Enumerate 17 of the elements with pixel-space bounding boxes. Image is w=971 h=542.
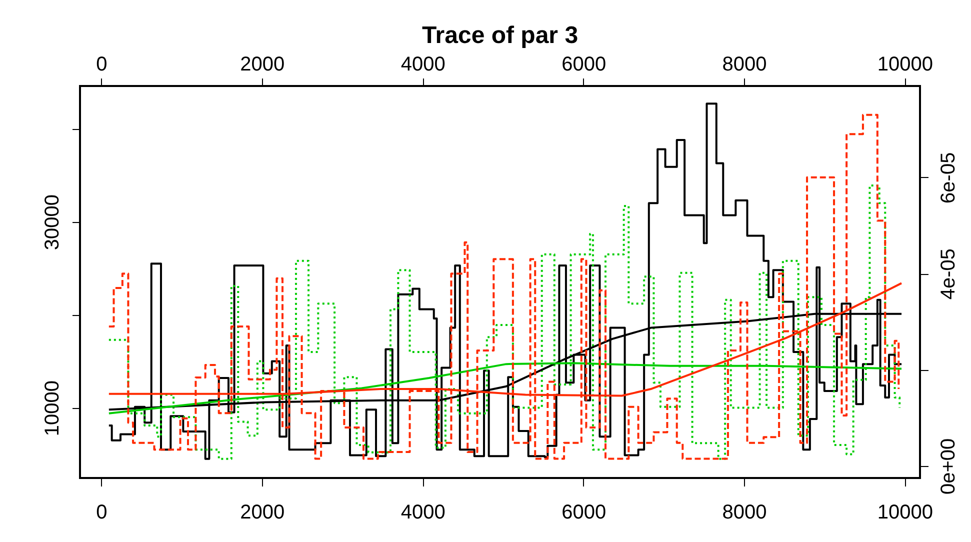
y2-tick-label: 6e-05 <box>938 152 960 204</box>
x2-tick-label: 6000 <box>562 502 606 524</box>
x-tick-label: 2000 <box>240 54 285 76</box>
x2-tick-label: 0 <box>96 502 108 524</box>
x-tick-label: 4000 <box>400 54 446 76</box>
chart-title: Trace of par 3 <box>422 22 578 49</box>
y-tick-label: 30000 <box>42 194 64 250</box>
x2-tick-label: 8000 <box>722 502 767 524</box>
x-tick-label: 6000 <box>562 54 606 76</box>
x-tick-label: 8000 <box>722 54 767 76</box>
x2-tick-label: 10000 <box>877 502 934 524</box>
y2-tick-label: 0e+00 <box>938 438 960 495</box>
y2-tick-label: 4e-05 <box>938 248 960 300</box>
x-tick-label: 0 <box>96 54 108 76</box>
x2-tick-label: 2000 <box>240 502 285 524</box>
x2-tick-label: 4000 <box>400 502 446 524</box>
x-tick-label: 10000 <box>877 54 934 76</box>
